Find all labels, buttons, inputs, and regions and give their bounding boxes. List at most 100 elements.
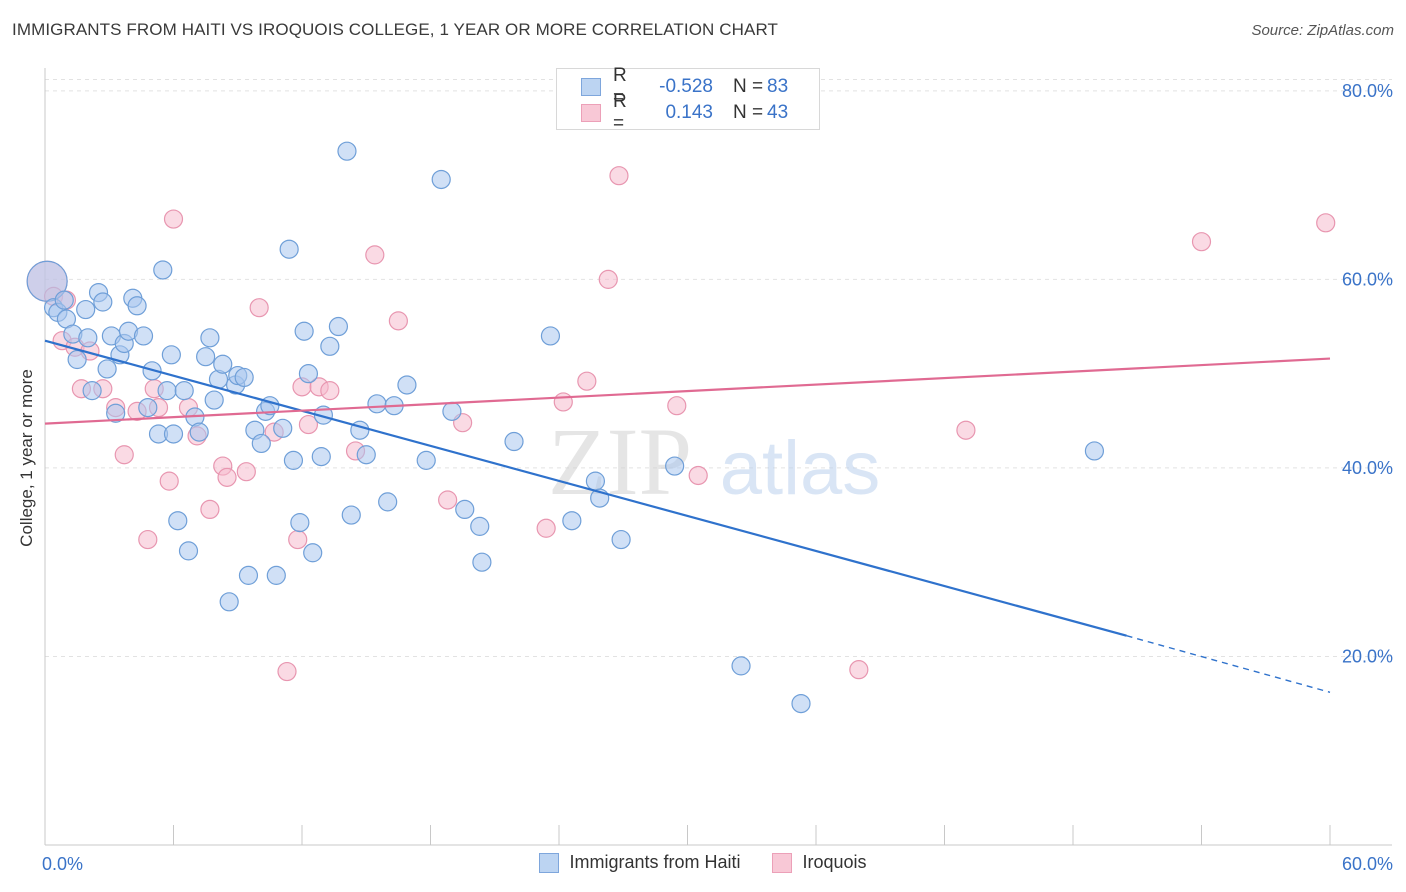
legend-n-value: 43 [767, 102, 789, 123]
haiti-point [153, 260, 173, 280]
haiti-point [791, 693, 811, 714]
haiti-point [585, 471, 606, 491]
iroquois-point [288, 529, 308, 550]
legend-label-haiti: Immigrants from Haiti [569, 852, 741, 872]
y-axis-label: College, 1 year or more [17, 369, 36, 547]
haiti-point [76, 299, 96, 320]
legend-item-haiti: Immigrants from Haiti [539, 852, 740, 873]
haiti-point [273, 418, 293, 438]
iroquois-point [388, 311, 408, 331]
iroquois-point [956, 420, 976, 440]
haiti-trend-line [44, 339, 1127, 637]
watermark-atlas: atlas [720, 426, 881, 511]
legend-r-value: 0.143 [665, 102, 713, 123]
haiti-point [298, 364, 319, 384]
haiti-point [163, 424, 184, 444]
haiti-point [283, 450, 304, 470]
iroquois-point [688, 465, 708, 486]
haiti-point [311, 447, 331, 467]
haiti-point [93, 292, 113, 312]
iroquois-point [849, 660, 869, 680]
iroquois-point [1191, 232, 1212, 252]
iroquois-point [365, 245, 385, 265]
legend-n-label: N = [733, 102, 764, 123]
haiti-point [178, 541, 199, 561]
haiti-point [161, 345, 181, 365]
haiti-point [97, 359, 117, 379]
iroquois-point [277, 661, 297, 682]
legend-row-iroquois: R = 0.143 N = 43 [581, 91, 789, 134]
haiti-point [367, 394, 387, 414]
legend-swatch-pink [581, 104, 601, 122]
haiti-point [303, 543, 323, 563]
source-credit: Source: ZipAtlas.com [1251, 22, 1394, 39]
iroquois-point [1316, 213, 1336, 233]
iroquois-point [598, 269, 618, 289]
y-tick-label: 40.0% [1342, 458, 1393, 478]
iroquois-point [536, 518, 556, 538]
iroquois-point [320, 381, 340, 401]
iroquois-point [438, 490, 458, 510]
haiti-point [200, 328, 220, 348]
haiti-point [294, 321, 314, 341]
legend-swatch-blue [581, 78, 601, 96]
haiti-point [442, 401, 462, 421]
haiti-point [168, 511, 188, 531]
iroquois-point [200, 499, 220, 520]
haiti-point [238, 565, 259, 585]
haiti-point [378, 492, 398, 512]
iroquois-point [163, 209, 184, 229]
y-tick-label: 20.0% [1342, 646, 1393, 666]
iroquois-point [577, 371, 597, 391]
y-tick-label: 80.0% [1342, 81, 1393, 101]
haiti-point [665, 456, 685, 476]
haiti-point [266, 565, 286, 585]
haiti-point [472, 552, 492, 572]
iroquois-point [138, 529, 158, 550]
haiti-point [320, 336, 340, 356]
axes [44, 68, 1392, 846]
iroquois-point [667, 396, 687, 416]
haiti-point [251, 433, 271, 454]
haiti-point [470, 516, 490, 536]
haiti-point [455, 499, 475, 520]
legend-n-label: N = [733, 76, 764, 97]
x-tick-label: 0.0% [42, 854, 83, 874]
legend-r-label: R = [613, 91, 627, 134]
haiti-point [356, 445, 376, 465]
legend-row-haiti: R = -0.528 N = 83 [581, 65, 788, 108]
stats-legend: R = -0.528 N = 83 R = 0.143 N = 43 [556, 65, 820, 134]
tick-labels: 20.0% 40.0% 60.0% 80.0% 0.0% 60.0% [42, 81, 1393, 874]
legend-r-label: R = [613, 65, 627, 108]
haiti-point [196, 347, 216, 367]
legend-label-iroquois: Iroquois [802, 852, 867, 872]
chart-title: IMMIGRANTS FROM HAITI VS IROQUOIS COLLEG… [12, 20, 778, 39]
y-tick-label: 60.0% [1342, 269, 1393, 289]
haiti-point [416, 450, 436, 470]
series-legend: Immigrants from Haiti Iroquois [0, 852, 1406, 873]
iroquois-trend-line [44, 357, 1331, 425]
haiti-point [174, 381, 194, 401]
haiti-point [611, 529, 631, 550]
haiti-point [279, 239, 299, 259]
haiti-point [213, 354, 233, 374]
haiti-point [54, 290, 74, 310]
haiti-point [82, 381, 102, 401]
haiti-point [106, 403, 126, 423]
haiti-point [127, 296, 147, 316]
x-tick-label: 60.0% [1342, 854, 1393, 874]
haiti-point [328, 316, 349, 337]
legend-r-value: -0.528 [659, 76, 713, 97]
haiti-point [204, 390, 224, 410]
legend-swatch-pink [772, 852, 793, 873]
haiti-point [234, 367, 254, 388]
haiti-point [78, 328, 98, 348]
haiti-point [337, 141, 357, 161]
haiti-point [431, 169, 451, 190]
legend-swatch-blue [539, 852, 560, 873]
iroquois-point [236, 462, 256, 482]
iroquois-point [217, 467, 237, 487]
haiti-point [504, 431, 524, 452]
haiti-point [562, 511, 582, 531]
